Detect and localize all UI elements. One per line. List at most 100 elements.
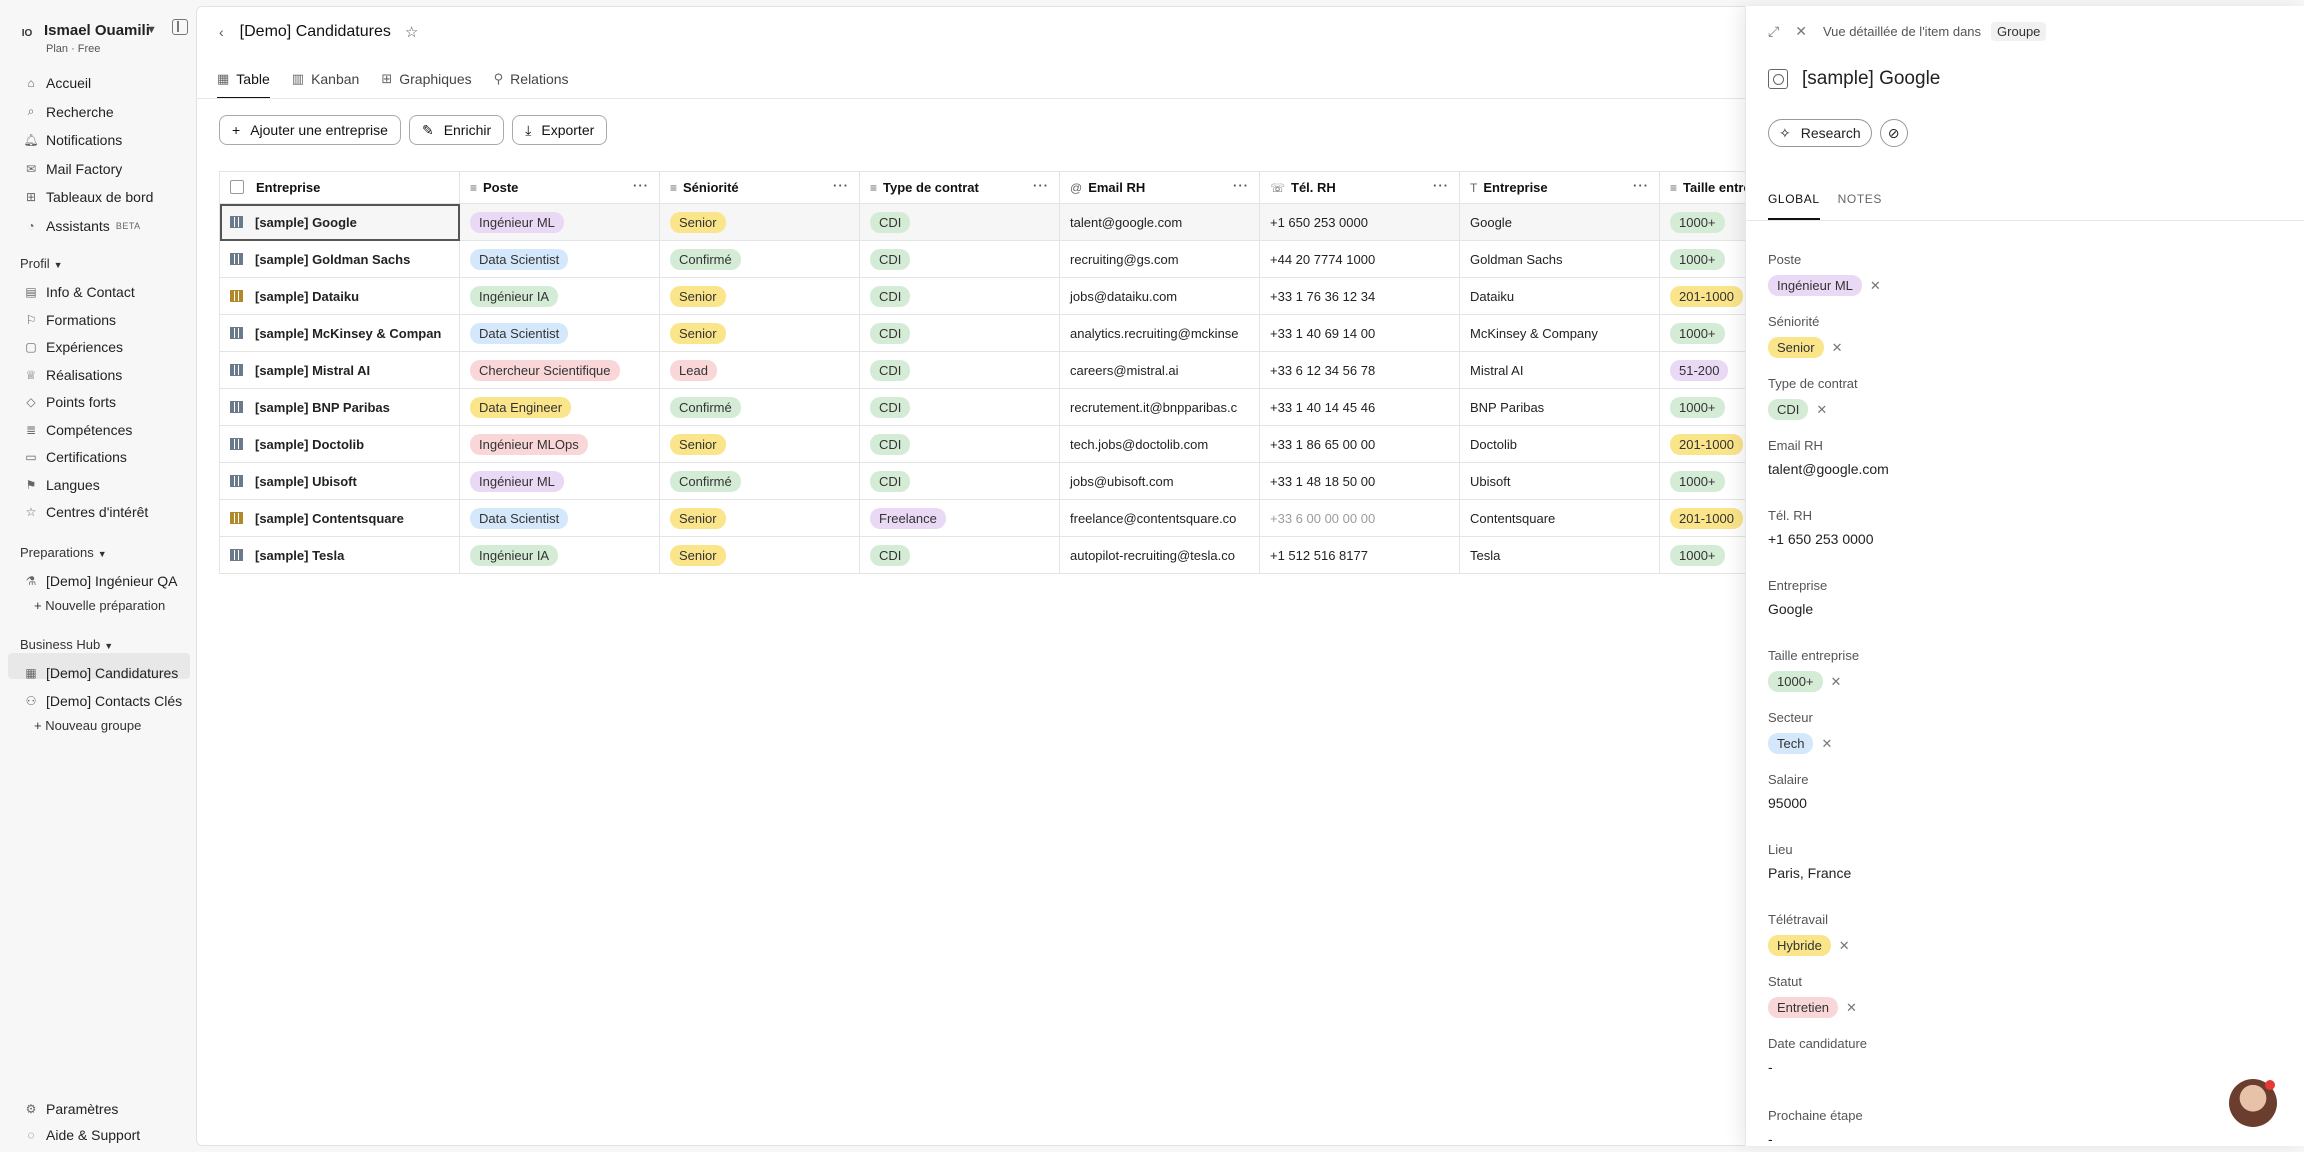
column-header[interactable]: @ Email RH ··· xyxy=(1059,171,1260,204)
sidebar-item-assistants[interactable]: ◔ Assistants BETA xyxy=(24,215,141,237)
remove-tag-icon[interactable]: ✕ xyxy=(1846,1000,1857,1015)
entreprise-cell[interactable]: Google xyxy=(1459,203,1660,241)
tel-cell[interactable]: +33 1 40 14 45 46 xyxy=(1259,388,1460,426)
column-menu-icon[interactable]: ··· xyxy=(1633,178,1649,193)
tel-cell[interactable]: +33 1 48 18 50 00 xyxy=(1259,462,1460,500)
workspace-switcher[interactable]: IO Ismael Ouamili xyxy=(18,22,150,42)
sidebar-item-aide-support[interactable]: ◌ Aide & Support xyxy=(24,1124,140,1146)
poste-cell[interactable]: Ingénieur IA xyxy=(459,536,660,574)
panel-tab-global[interactable]: GLOBAL xyxy=(1768,180,1820,220)
research-button[interactable]: ✧ Research xyxy=(1768,119,1872,147)
company-cell[interactable]: [sample] Google xyxy=(219,203,460,241)
remove-tag-icon[interactable]: ✕ xyxy=(1838,938,1850,953)
favorite-star-icon[interactable]: ☆ xyxy=(404,24,419,41)
table-row[interactable]: [sample] Mistral AI Chercheur Scientifiqu… xyxy=(219,351,1860,389)
seniorite-cell[interactable]: Confirmé xyxy=(659,462,860,500)
column-menu-icon[interactable]: ··· xyxy=(1033,178,1049,193)
sidebar-item-exp-riences[interactable]: ▢ Expériences xyxy=(24,336,123,358)
detail-field[interactable]: Poste Ingénieur ML ✕ xyxy=(1768,252,1881,296)
table-row[interactable]: [sample] BNP Paribas Data Engineer Confirm… xyxy=(219,388,1860,426)
table-row[interactable]: [sample] Doctolib Ingénieur MLOps Senior CD… xyxy=(219,425,1860,463)
column-header[interactable]: ≡ Type de contrat ··· xyxy=(859,171,1060,204)
company-cell[interactable]: [sample] Dataiku xyxy=(219,277,460,315)
sidebar-item-tableaux-de-bord[interactable]: ⊞ Tableaux de bord xyxy=(24,186,153,208)
sidebar-item-formations[interactable]: ⚐ Formations xyxy=(24,309,116,331)
contrat-cell[interactable]: CDI xyxy=(859,388,1060,426)
table-row[interactable]: [sample] McKinsey & Compan Data Scientist… xyxy=(219,314,1860,352)
seniorite-cell[interactable]: Senior xyxy=(659,536,860,574)
email-cell[interactable]: jobs@ubisoft.com xyxy=(1059,462,1260,500)
sidebar-item-certifications[interactable]: ▭ Certifications xyxy=(24,446,127,468)
email-cell[interactable]: jobs@dataiku.com xyxy=(1059,277,1260,315)
seniorite-cell[interactable]: Confirmé xyxy=(659,388,860,426)
sidebar-item-demo-candidatures[interactable]: ▦ [Demo] Candidatures xyxy=(24,662,178,684)
seniorite-cell[interactable]: Senior xyxy=(659,277,860,315)
column-header[interactable]: T Entreprise ··· xyxy=(1459,171,1660,204)
expand-icon[interactable]: ⤢ xyxy=(1768,23,1780,39)
detail-field[interactable]: Télétravail Hybride ✕ xyxy=(1768,912,1850,956)
remove-tag-icon[interactable]: ✕ xyxy=(1816,402,1828,417)
tel-cell[interactable]: +44 20 7774 1000 xyxy=(1259,240,1460,278)
detail-field[interactable]: Entreprise Google xyxy=(1768,578,1827,617)
seniorite-cell[interactable]: Lead xyxy=(659,351,860,389)
tel-cell[interactable]: +1 512 516 8177 xyxy=(1259,536,1460,574)
entreprise-cell[interactable]: Goldman Sachs xyxy=(1459,240,1660,278)
tel-cell[interactable]: +33 1 86 65 00 00 xyxy=(1259,425,1460,463)
entreprise-cell[interactable]: Tesla xyxy=(1459,536,1660,574)
seniorite-cell[interactable]: Senior xyxy=(659,499,860,537)
company-cell[interactable]: [sample] Mistral AI xyxy=(219,351,460,389)
column-header[interactable]: Entreprise xyxy=(219,171,460,204)
sidebar-item-points-forts[interactable]: ◇ Points forts xyxy=(24,391,116,413)
poste-cell[interactable]: Ingénieur ML xyxy=(459,462,660,500)
table-row[interactable]: [sample] Goldman Sachs Data Scientist Conf… xyxy=(219,240,1860,278)
collapse-sidebar-icon[interactable] xyxy=(172,19,188,35)
tab-relations[interactable]: ⚲ Relations xyxy=(494,59,569,99)
poste-cell[interactable]: Chercheur Scientifique xyxy=(459,351,660,389)
poste-cell[interactable]: Data Scientist xyxy=(459,499,660,537)
detail-field[interactable]: Date candidature - xyxy=(1768,1036,1867,1075)
section-preparations[interactable]: Preparations ▼ xyxy=(20,545,107,560)
tel-cell[interactable]: +33 1 40 69 14 00 xyxy=(1259,314,1460,352)
email-cell[interactable]: tech.jobs@doctolib.com xyxy=(1059,425,1260,463)
sidebar-item-langues[interactable]: ⚑ Langues xyxy=(24,474,100,496)
email-cell[interactable]: recruiting@gs.com xyxy=(1059,240,1260,278)
column-menu-icon[interactable]: ··· xyxy=(633,178,649,193)
contrat-cell[interactable]: CDI xyxy=(859,425,1060,463)
remove-tag-icon[interactable]: ✕ xyxy=(1831,340,1843,355)
entreprise-cell[interactable]: Contentsquare xyxy=(1459,499,1660,537)
detail-field[interactable]: Lieu Paris, France xyxy=(1768,842,1851,881)
detail-field[interactable]: Email RH talent@google.com xyxy=(1768,438,1889,477)
poste-cell[interactable]: Ingénieur MLOps xyxy=(459,425,660,463)
company-cell[interactable]: [sample] Contentsquare xyxy=(219,499,460,537)
remove-tag-icon[interactable]: ✕ xyxy=(1830,674,1842,689)
seniorite-cell[interactable]: Senior xyxy=(659,314,860,352)
email-cell[interactable]: talent@google.com xyxy=(1059,203,1260,241)
tel-cell[interactable]: +33 1 76 36 12 34 xyxy=(1259,277,1460,315)
add-company-button[interactable]: + Ajouter une entreprise xyxy=(219,115,401,145)
email-cell[interactable]: recrutement.it@bnpparibas.c xyxy=(1059,388,1260,426)
entreprise-cell[interactable]: BNP Paribas xyxy=(1459,388,1660,426)
table-row[interactable]: [sample] Ubisoft Ingénieur ML Confirmé CDI j… xyxy=(219,462,1860,500)
enrich-button[interactable]: ✎ Enrichir xyxy=(408,115,505,145)
column-menu-icon[interactable]: ··· xyxy=(1233,178,1249,193)
poste-cell[interactable]: Data Engineer xyxy=(459,388,660,426)
sidebar-item-info-contact[interactable]: ▤ Info & Contact xyxy=(24,281,134,303)
company-cell[interactable]: [sample] Goldman Sachs xyxy=(219,240,460,278)
company-cell[interactable]: [sample] Ubisoft xyxy=(219,462,460,500)
entreprise-cell[interactable]: McKinsey & Company xyxy=(1459,314,1660,352)
table-row[interactable]: [sample] Dataiku Ingénieur IA Senior CDI job… xyxy=(219,277,1860,315)
company-cell[interactable]: [sample] Tesla xyxy=(219,536,460,574)
tel-cell[interactable]: +1 650 253 0000 xyxy=(1259,203,1460,241)
column-header[interactable]: ≡ Poste ··· xyxy=(459,171,660,204)
contrat-cell[interactable]: CDI xyxy=(859,314,1060,352)
sidebar-item-mail-factory[interactable]: ✉ Mail Factory xyxy=(24,158,122,180)
table-row[interactable]: [sample] Contentsquare Data Scientist Seni… xyxy=(219,499,1860,537)
group-link[interactable]: Groupe xyxy=(1991,22,2047,41)
hide-fields-button[interactable]: ⊘ xyxy=(1879,119,1908,147)
detail-field[interactable]: Statut Entretien ✕ xyxy=(1768,974,1857,1018)
company-cell[interactable]: [sample] BNP Paribas xyxy=(219,388,460,426)
export-button[interactable]: ⤓ Exporter xyxy=(512,115,608,145)
poste-cell[interactable]: Data Scientist xyxy=(459,240,660,278)
new-group-link[interactable]: + Nouveau groupe xyxy=(34,718,142,733)
seniorite-cell[interactable]: Confirmé xyxy=(659,240,860,278)
